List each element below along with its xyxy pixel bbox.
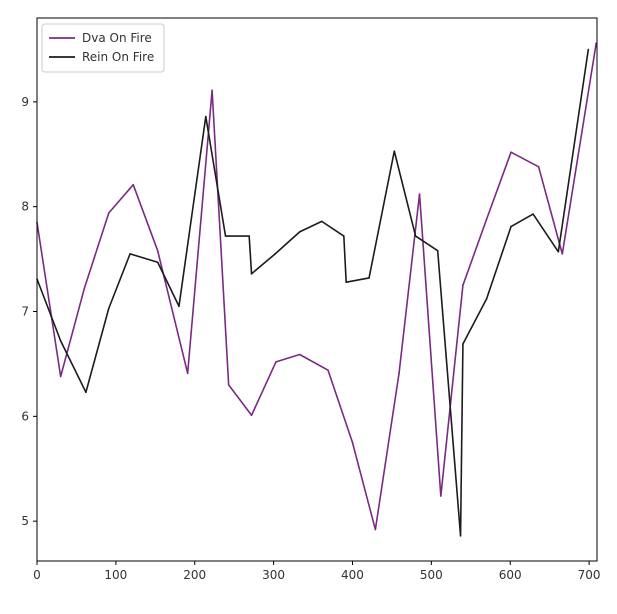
legend: Dva On Fire Rein On Fire: [41, 23, 165, 73]
data-point-2-12: [298, 231, 301, 233]
data-point-1-21: [537, 166, 540, 168]
y-axis-ticks: 5 6 7 8 9: [21, 95, 37, 528]
data-point-1-16: [418, 193, 421, 195]
data-point-2-13: [320, 220, 323, 223]
data-point-1-5: [156, 249, 159, 252]
data-point-1-7: [211, 89, 213, 92]
x-tick-label: 300: [262, 568, 285, 582]
data-point-2-18: [414, 235, 417, 237]
data-point-1-15: [398, 372, 400, 375]
data-point-2-3: [107, 307, 110, 310]
data-point-2-7: [204, 115, 207, 118]
series-line-1: [36, 43, 597, 531]
y-tick-label: 9: [21, 95, 29, 109]
data-point-2-9: [248, 235, 250, 237]
legend-label: Dva On Fire: [82, 31, 152, 45]
data-point-2-8: [224, 235, 227, 237]
data-point-1-14: [374, 528, 377, 531]
legend-label: Rein On Fire: [82, 50, 154, 64]
data-point-2-15: [345, 281, 347, 283]
data-point-1-18: [462, 284, 464, 287]
x-tick-label: 700: [578, 568, 601, 582]
data-point-1-10: [275, 361, 277, 363]
data-point-1-8: [227, 384, 230, 386]
data-point-2-22: [485, 298, 488, 300]
data-point-2-11: [274, 253, 277, 255]
data-point-1-11: [298, 353, 301, 356]
y-tick-label: 8: [21, 200, 29, 214]
legend-box: [41, 23, 165, 73]
series-layer: [36, 42, 598, 537]
data-point-1-20: [510, 151, 512, 153]
x-axis-ticks: 0 100 200 300 400 500 600 700: [33, 561, 601, 582]
y-tick-label: 6: [21, 409, 29, 423]
data-point-1-1: [59, 375, 62, 378]
axes-layer: [36, 17, 598, 562]
data-point-1-6: [186, 372, 189, 375]
y-tick-label: 7: [21, 305, 29, 319]
plot-frame: [36, 17, 598, 562]
data-point-2-23: [510, 225, 512, 228]
data-point-2-6: [178, 305, 180, 308]
data-point-2-20: [459, 535, 462, 537]
plot-area: [37, 18, 597, 561]
x-tick-label: 100: [104, 568, 127, 582]
data-point-2-14: [343, 235, 345, 237]
data-point-2-19: [436, 249, 439, 252]
data-point-2-24: [532, 213, 534, 215]
data-point-1-4: [132, 183, 135, 186]
data-point-2-10: [250, 272, 253, 275]
data-point-2-1: [59, 340, 62, 342]
data-point-2-17: [393, 150, 396, 152]
data-point-1-22: [561, 253, 564, 255]
data-point-1-2: [83, 287, 86, 290]
data-point-2-21: [462, 343, 464, 345]
data-point-2-16: [368, 277, 370, 279]
x-tick-label: 600: [499, 568, 522, 582]
data-point-2-25: [557, 250, 560, 253]
data-point-1-19: [485, 218, 488, 221]
x-tick-label: 0: [33, 568, 41, 582]
data-point-2-4: [129, 253, 131, 255]
data-point-2-26: [587, 48, 590, 51]
data-point-1-3: [107, 212, 110, 214]
data-point-2-2: [85, 391, 87, 394]
data-point-1-9: [250, 414, 253, 417]
y-tick-label: 5: [21, 514, 29, 528]
data-point-1-13: [351, 441, 354, 444]
x-tick-label: 400: [341, 568, 364, 582]
data-point-1-17: [440, 495, 442, 497]
data-point-1-12: [327, 369, 329, 372]
x-tick-label: 200: [183, 568, 206, 582]
data-point-2-5: [156, 261, 159, 264]
x-tick-label: 500: [420, 568, 443, 582]
